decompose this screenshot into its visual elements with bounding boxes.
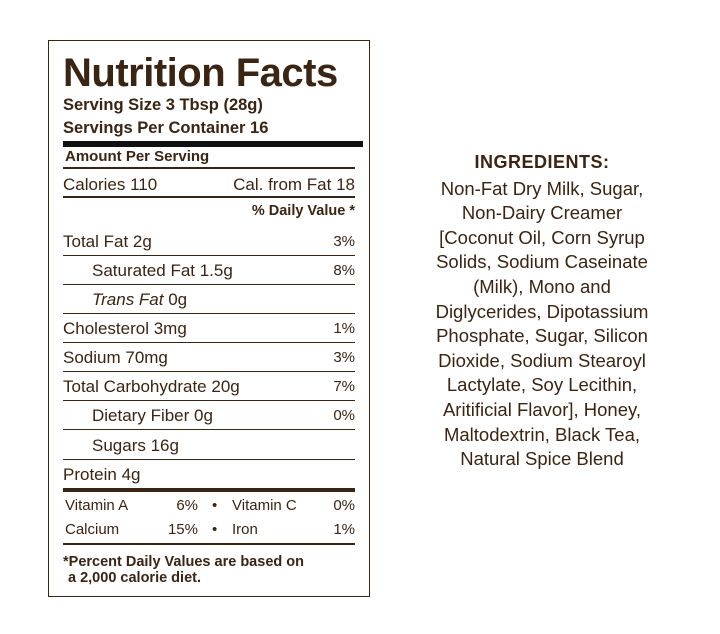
thick-divider (63, 141, 363, 147)
amount-per-serving: Amount Per Serving (65, 148, 210, 165)
vitamin-pct: 15% (167, 521, 198, 538)
nutrient-row: Protein 4g (63, 464, 355, 486)
vitamin-pct: 1% (333, 521, 355, 538)
divider (63, 284, 355, 285)
daily-value-header: % Daily Value * (251, 203, 355, 219)
bullet: • (212, 521, 218, 538)
vitamin-row: Calcium 15% • Iron 1% (65, 520, 355, 540)
ingredients-line: Dioxide, Sodium Stearoyl (438, 349, 646, 371)
vitamin-name: Iron (232, 521, 258, 538)
nutrient-label: Total Fat 2g (63, 232, 152, 251)
nutrient-label: Sodium 70mg (63, 348, 168, 367)
ingredients-line: (Milk), Mono and (473, 275, 611, 297)
divider (63, 400, 355, 401)
nutrition-facts-label: Nutrition Facts Serving Size 3 Tbsp (28g… (48, 40, 370, 597)
footnote: *Percent Daily Values are based on (63, 554, 304, 570)
ingredients-line: [Coconut Oil, Corn Syrup (439, 226, 645, 248)
ingredients-line: Solids, Sodium Caseinate (436, 251, 648, 273)
calories: Calories 110 (63, 175, 158, 194)
vitamin-name: Vitamin C (232, 497, 297, 514)
ingredients-line: Natural Spice Blend (460, 448, 624, 470)
nutrient-pct: 7% (333, 378, 355, 395)
nutrient-row: Total Fat 2g 3% (63, 231, 355, 253)
vitamin-name: Vitamin A (65, 497, 129, 514)
nutrient-label: Sugars 16g (92, 436, 179, 455)
nutrient-value: 0g (163, 290, 188, 309)
nutrient-row: Total Carbohydrate 20g 7% (63, 376, 355, 398)
nutrient-label: Cholesterol 3mg (63, 319, 187, 338)
ingredients-line: Lactylate, Soy Lecithin, (446, 374, 638, 396)
nutrient-label: Saturated Fat 1.5g (92, 261, 233, 280)
nutrient-label: Trans Fat (92, 290, 164, 309)
divider (63, 313, 355, 314)
nutrient-pct: 8% (333, 262, 355, 279)
vitamin-pct: 6% (176, 497, 198, 514)
nutrient-pct: 1% (333, 320, 355, 337)
divider (63, 429, 355, 430)
vitamin-row: Vitamin A 6% • Vitamin C 0% (65, 496, 355, 516)
vitamin-name: Calcium (65, 521, 120, 538)
nutrient-label: Total Carbohydrate 20g (63, 377, 240, 396)
nutrient-pct: 3% (333, 233, 355, 250)
nutrient-row: Sodium 70mg 3% (63, 347, 355, 369)
divider (63, 459, 355, 460)
nutrient-pct: 0% (333, 407, 355, 424)
nutrient-label: Dietary Fiber 0g (92, 406, 213, 425)
vitamin-pct: 0% (333, 497, 355, 514)
thick-divider (63, 488, 355, 492)
footnote: a 2,000 calorie diet. (68, 570, 201, 586)
ingredients-title: INGREDIENTS: (474, 152, 610, 172)
ingredients-line: Phosphate, Sugar, Silicon (436, 325, 648, 347)
serving-size: Serving Size 3 Tbsp (28g) (63, 96, 263, 114)
servings-per-container: Servings Per Container 16 (63, 119, 269, 137)
divider (63, 167, 355, 169)
ingredients-line: Maltodextrin, Black Tea, (443, 423, 641, 445)
ingredients-list: Non-Fat Dry Milk, Sugar, Non-Dairy Creame… (392, 177, 692, 472)
divider (63, 543, 355, 545)
ingredients-block: INGREDIENTS: Non-Fat Dry Milk, Sugar, Non… (392, 150, 692, 472)
nutrition-title: Nutrition Facts (63, 51, 338, 95)
divider (63, 196, 355, 198)
divider (63, 342, 355, 343)
ingredients-line: Diglycerides, Dipotassium (435, 300, 649, 322)
nutrient-row: Trans Fat 0g (63, 289, 355, 311)
ingredients-line: Aritificial Flavor], Honey, (442, 398, 642, 420)
nutrient-row: Dietary Fiber 0g 0% (63, 405, 355, 427)
nutrient-row: Cholesterol 3mg 1% (63, 318, 355, 340)
divider (63, 371, 355, 372)
divider (63, 255, 355, 256)
nutrient-pct: 3% (333, 349, 355, 366)
bullet: • (212, 497, 218, 514)
calories-row: Calories 110 Cal. from Fat 18 (63, 174, 355, 196)
nutrient-row: Saturated Fat 1.5g 8% (63, 260, 355, 282)
nutrient-label: Protein 4g (63, 465, 141, 484)
nutrient-row: Sugars 16g (63, 435, 355, 457)
calories-from-fat: Cal. from Fat 18 (233, 175, 355, 194)
ingredients-line: Non-Dairy Creamer (461, 202, 623, 224)
ingredients-line: Non-Fat Dry Milk, Sugar, (440, 177, 644, 199)
